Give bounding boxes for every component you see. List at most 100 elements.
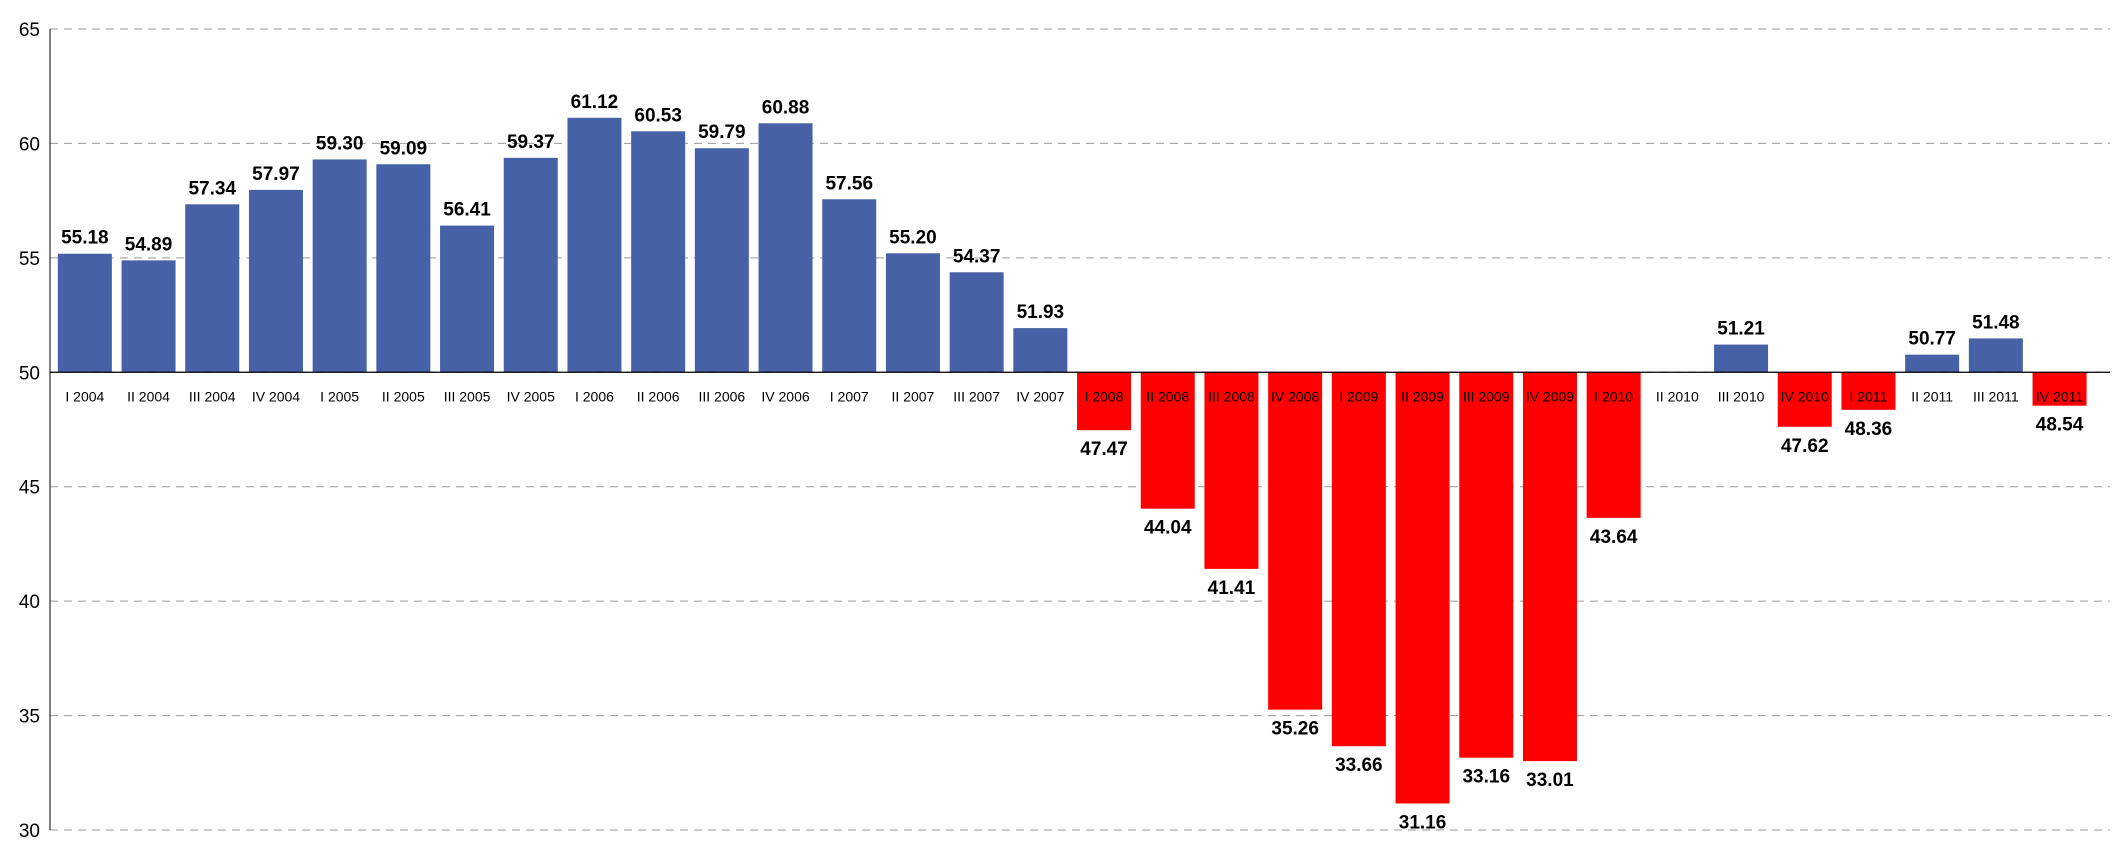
bar-iv-2009 <box>1522 372 1577 762</box>
category-label: III 2010 <box>1718 388 1765 404</box>
category-label: IV 2009 <box>1526 388 1574 404</box>
category-label: I 2007 <box>830 388 869 404</box>
data-label: 61.12 <box>571 92 619 113</box>
data-label: 60.88 <box>762 97 810 118</box>
bar-i-2010 <box>1586 372 1641 518</box>
category-label: II 2009 <box>1401 388 1444 404</box>
bar-i-2006 <box>567 117 622 373</box>
bar-iii-2011 <box>1968 338 2023 373</box>
y-tick-label: 45 <box>19 478 40 499</box>
y-tick-label: 50 <box>19 363 40 384</box>
category-label: IV 2010 <box>1781 388 1829 404</box>
bars <box>57 117 2087 804</box>
data-label: 35.26 <box>1271 719 1319 740</box>
category-label: II 2006 <box>637 388 680 404</box>
data-label: 60.53 <box>634 105 682 126</box>
data-label: 51.21 <box>1717 319 1765 340</box>
data-label: 59.09 <box>380 138 428 159</box>
category-label: III 2005 <box>444 388 491 404</box>
category-label: I 2008 <box>1085 388 1124 404</box>
category-label: I 2006 <box>575 388 614 404</box>
data-label: 33.01 <box>1526 770 1574 791</box>
data-label: 43.64 <box>1590 527 1638 548</box>
category-label: I 2011 <box>1850 388 1888 404</box>
y-tick-label: 40 <box>19 592 40 613</box>
bar-i-2007 <box>822 199 877 373</box>
data-label: 44.04 <box>1144 518 1192 539</box>
bar-iii-2006 <box>694 148 749 373</box>
category-label: III 2009 <box>1463 388 1510 404</box>
category-label: II 2004 <box>127 388 170 404</box>
bar-i-2009 <box>1331 372 1386 747</box>
data-label: 57.34 <box>188 178 236 199</box>
bar-ii-2005 <box>376 164 431 373</box>
bar-iv-2010 <box>1777 372 1832 427</box>
data-label: 54.37 <box>953 246 1001 267</box>
y-tick-label: 60 <box>19 134 40 155</box>
data-label: 56.41 <box>443 200 491 221</box>
category-label: IV 2011 <box>2036 388 2083 404</box>
bar-iii-2010 <box>1714 344 1769 373</box>
data-label: 47.47 <box>1080 439 1128 460</box>
bar-i-2011 <box>1841 372 1896 410</box>
data-label: 48.54 <box>2036 415 2084 436</box>
category-label: III 2007 <box>953 388 1000 404</box>
bar-iii-2007 <box>949 272 1004 373</box>
category-label: I 2010 <box>1594 388 1633 404</box>
bar-iv-2005 <box>503 157 558 373</box>
data-label: 47.62 <box>1781 436 1829 457</box>
data-label: 33.66 <box>1335 755 1383 776</box>
category-label: III 2011 <box>1973 388 2019 404</box>
category-label: I 2009 <box>1339 388 1378 404</box>
bar-iv-2008 <box>1268 372 1323 710</box>
category-label: III 2008 <box>1208 388 1255 404</box>
bar-iii-2004 <box>185 204 240 373</box>
data-label: 41.41 <box>1208 578 1256 599</box>
category-labels: I 2004 II 2004 III 2004 IV 2004 I 2005 II 200… <box>65 388 2083 404</box>
y-tick-label: 55 <box>19 249 40 270</box>
y-axis-ticks: 30 35 40 45 50 55 60 65 <box>19 20 40 842</box>
data-label: 59.37 <box>507 132 555 153</box>
category-label: III 2006 <box>698 388 745 404</box>
data-labels: 55.18 54.89 57.34 57.97 59.30 59.09 56.41 59.37… <box>61 92 2084 834</box>
data-label: 51.48 <box>1972 312 2020 333</box>
bar-ii-2006 <box>631 131 686 373</box>
y-tick-label: 65 <box>19 20 40 41</box>
bar-ii-2011 <box>1905 354 1960 373</box>
bar-iv-2006 <box>758 123 813 373</box>
category-label: IV 2005 <box>507 388 555 404</box>
category-label: IV 2008 <box>1271 388 1319 404</box>
data-label: 50.77 <box>1908 329 1956 350</box>
category-label: IV 2004 <box>252 388 300 404</box>
bar-ii-2008 <box>1140 372 1195 509</box>
data-label: 59.79 <box>698 122 746 143</box>
bar-iv-2007 <box>1013 328 1068 373</box>
bar-iv-2011 <box>2032 372 2087 406</box>
category-label: II 2008 <box>1146 388 1189 404</box>
bar-iv-2004 <box>248 189 303 373</box>
data-label: 57.56 <box>825 173 873 194</box>
category-label: III 2004 <box>189 388 236 404</box>
category-label: II 2011 <box>1911 388 1953 404</box>
category-label: IV 2007 <box>1016 388 1064 404</box>
bar-iii-2008 <box>1204 372 1259 569</box>
bar-iii-2009 <box>1459 372 1514 758</box>
data-label: 55.20 <box>889 227 937 248</box>
data-label: 51.93 <box>1017 302 1065 323</box>
bar-ii-2004 <box>121 260 176 373</box>
category-label: IV 2006 <box>761 388 809 404</box>
category-label: I 2005 <box>320 388 359 404</box>
bar-i-2004 <box>57 253 112 373</box>
category-label: II 2007 <box>892 388 935 404</box>
y-tick-label: 30 <box>19 821 40 842</box>
data-label: 31.16 <box>1399 812 1447 833</box>
category-label: II 2005 <box>382 388 425 404</box>
data-label: 48.36 <box>1845 419 1893 440</box>
y-tick-label: 35 <box>19 707 40 728</box>
bar-i-2005 <box>312 159 367 373</box>
bar-iii-2005 <box>440 225 495 373</box>
data-label: 55.18 <box>61 228 109 249</box>
category-label: II 2010 <box>1656 388 1699 404</box>
bar-ii-2007 <box>885 253 940 373</box>
